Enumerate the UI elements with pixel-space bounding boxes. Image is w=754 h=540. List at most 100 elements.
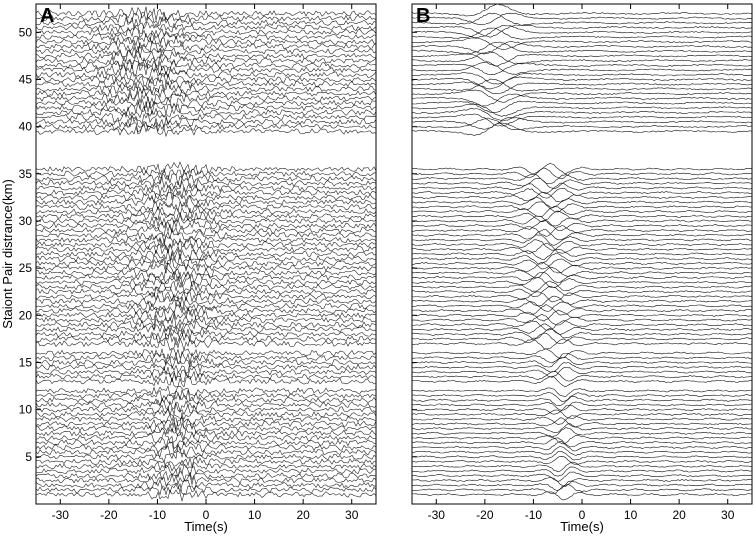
waveform-trace bbox=[411, 239, 753, 251]
waveform-trace bbox=[411, 37, 753, 51]
x-tick-label: -20 bbox=[476, 508, 494, 522]
waveform-trace bbox=[35, 121, 377, 133]
waveform-trace bbox=[35, 21, 377, 34]
waveform-trace bbox=[411, 196, 753, 209]
waveform-trace bbox=[35, 482, 377, 496]
waveform-trace bbox=[411, 81, 753, 94]
waveform-trace bbox=[411, 167, 753, 180]
y-tick-label: 50 bbox=[19, 25, 33, 39]
waveform-trace bbox=[411, 242, 753, 254]
waveform-trace bbox=[411, 76, 753, 90]
y-axis-label: Staiont Pair distrance(km) bbox=[0, 179, 15, 329]
x-tick-label: 20 bbox=[296, 508, 310, 522]
y-tick-label: 25 bbox=[19, 261, 33, 275]
waveform-trace bbox=[35, 92, 377, 106]
waveform-trace bbox=[35, 409, 377, 422]
waveform-trace bbox=[411, 89, 753, 103]
waveform-trace bbox=[35, 403, 377, 416]
waveform-trace bbox=[35, 328, 377, 341]
waveform-trace bbox=[35, 336, 377, 351]
waveform-trace bbox=[411, 480, 753, 491]
waveform-trace bbox=[35, 200, 377, 214]
waveform-trace bbox=[35, 356, 377, 370]
x-tick-label: 0 bbox=[579, 508, 586, 522]
waveform-trace bbox=[411, 117, 753, 130]
waveform-trace bbox=[411, 12, 753, 25]
waveform-trace bbox=[411, 328, 753, 339]
waveform-trace bbox=[411, 427, 753, 438]
waveform-trace bbox=[35, 228, 377, 243]
waveform-trace bbox=[35, 56, 377, 72]
waveform-trace bbox=[411, 484, 752, 494]
waveform-trace bbox=[411, 277, 753, 288]
waveform-trace bbox=[35, 270, 377, 285]
waveform-trace bbox=[411, 446, 753, 456]
waveform-trace bbox=[35, 331, 377, 347]
waveform-trace bbox=[35, 456, 377, 469]
waveform-trace bbox=[35, 489, 377, 502]
waveform-trace bbox=[411, 295, 753, 307]
waveform-trace bbox=[411, 304, 753, 316]
waveform-trace bbox=[411, 441, 753, 452]
waveform-trace bbox=[411, 3, 753, 17]
panel-b-traces bbox=[411, 3, 753, 501]
panel-a-label: A bbox=[40, 5, 54, 27]
waveform-trace bbox=[411, 451, 753, 461]
waveform-trace bbox=[35, 81, 377, 95]
y-tick-label: 20 bbox=[19, 308, 33, 322]
waveform-trace bbox=[411, 122, 753, 136]
waveform-trace bbox=[411, 392, 753, 402]
waveform-trace bbox=[35, 445, 377, 460]
waveform-trace bbox=[35, 194, 377, 209]
waveform-trace bbox=[35, 190, 377, 204]
waveform-trace bbox=[411, 25, 753, 38]
waveform-trace bbox=[411, 353, 753, 364]
y-tick-label: 35 bbox=[19, 167, 33, 181]
waveform-trace bbox=[35, 474, 377, 487]
waveform-trace bbox=[35, 385, 377, 397]
waveform-trace bbox=[35, 435, 377, 450]
waveform-trace bbox=[35, 351, 377, 365]
waveform-trace bbox=[411, 461, 753, 473]
waveform-trace bbox=[35, 243, 377, 256]
waveform-trace bbox=[35, 266, 377, 280]
waveform-trace bbox=[35, 399, 377, 413]
waveform-trace bbox=[411, 163, 753, 174]
waveform-trace bbox=[35, 348, 377, 359]
waveform-trace bbox=[411, 437, 753, 448]
waveform-trace bbox=[411, 375, 753, 387]
waveform-trace bbox=[35, 286, 377, 298]
waveform-trace bbox=[411, 225, 753, 237]
waveform-trace bbox=[35, 209, 377, 223]
waveform-trace bbox=[411, 12, 753, 26]
waveform-trace bbox=[411, 173, 753, 184]
waveform-trace bbox=[411, 313, 753, 326]
waveform-trace bbox=[411, 395, 753, 407]
waveform-trace bbox=[35, 416, 377, 431]
waveform-trace bbox=[411, 78, 753, 92]
waveform-trace bbox=[411, 401, 753, 411]
waveform-trace bbox=[35, 48, 377, 62]
waveform-trace bbox=[411, 323, 753, 336]
y-tick-label: 45 bbox=[19, 72, 33, 86]
waveform-trace bbox=[412, 187, 753, 199]
waveform-trace bbox=[35, 234, 377, 247]
waveform-trace bbox=[411, 405, 753, 415]
waveform-trace bbox=[411, 357, 753, 368]
waveform-trace bbox=[411, 205, 753, 217]
waveform-trace bbox=[35, 280, 377, 293]
waveform-trace bbox=[35, 115, 377, 129]
waveform-trace bbox=[35, 101, 377, 115]
waveform-trace bbox=[35, 39, 377, 54]
waveform-trace bbox=[411, 291, 753, 303]
waveform-trace bbox=[411, 301, 753, 312]
waveform-trace bbox=[35, 10, 377, 26]
waveform-trace bbox=[411, 41, 753, 55]
waveform-trace bbox=[36, 123, 377, 138]
waveform-trace bbox=[411, 476, 752, 487]
waveform-trace bbox=[411, 215, 753, 227]
waveform-trace bbox=[35, 237, 377, 251]
waveform-trace bbox=[35, 275, 377, 288]
x-tick-label: 30 bbox=[345, 508, 359, 522]
waveform-trace bbox=[35, 388, 377, 402]
